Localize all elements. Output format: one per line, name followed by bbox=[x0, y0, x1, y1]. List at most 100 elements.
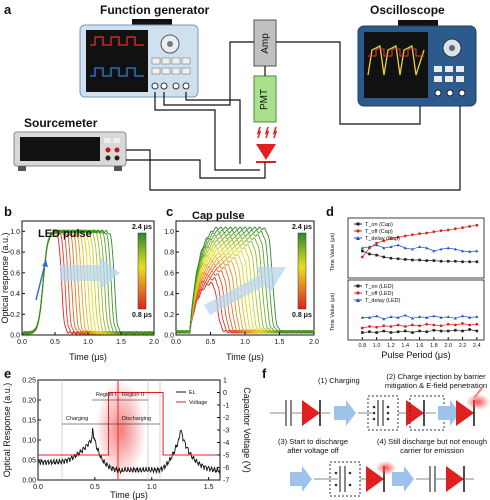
pmt-label: PMT bbox=[259, 88, 271, 110]
chart-e-emission-glow bbox=[96, 380, 146, 480]
chart-d-top-series bbox=[360, 223, 479, 264]
oscilloscope-label: Oscilloscope bbox=[370, 3, 445, 17]
chart-b-arrow bbox=[60, 257, 120, 289]
x-tick-label: 1.5 bbox=[116, 339, 126, 346]
step-2-circuit bbox=[358, 395, 445, 431]
setup-diagram bbox=[13, 19, 477, 191]
data-point bbox=[454, 328, 457, 332]
chart-b-xlabel: Time (μs) bbox=[69, 352, 107, 362]
y2-tick-label: -3 bbox=[223, 428, 229, 435]
data-point bbox=[367, 315, 371, 319]
chart-d-bottom-frame bbox=[347, 279, 485, 341]
data-point bbox=[396, 323, 400, 327]
data-point bbox=[375, 241, 379, 245]
step-2-label: (2) Charge injection by barrier mitigati… bbox=[384, 372, 488, 390]
data-point bbox=[403, 246, 407, 250]
data-point bbox=[382, 329, 386, 333]
chart-c-cb-bottom: 0.8 μs bbox=[292, 312, 312, 319]
data-point bbox=[425, 231, 429, 235]
chart-c-xlabel: Time (μs) bbox=[226, 352, 264, 362]
data-point bbox=[468, 323, 472, 327]
y2-tick-label: -6 bbox=[223, 465, 229, 472]
sourcemeter-device bbox=[13, 131, 127, 171]
data-point bbox=[432, 230, 436, 234]
data-point bbox=[375, 331, 378, 334]
chart-b-cb-bottom: 0.8 μs bbox=[132, 312, 152, 319]
el-line bbox=[37, 427, 221, 475]
x-tick-label: 1.4 bbox=[401, 343, 409, 349]
chart-d-ylabel-top: Time Value (μs) bbox=[330, 233, 336, 271]
y-tick-label: 0.25 bbox=[22, 378, 36, 385]
chart-b-colorbar bbox=[137, 232, 147, 310]
x-tick-label: 1.6 bbox=[416, 343, 424, 349]
data-point bbox=[375, 253, 378, 257]
y-tick-label: 0.6 bbox=[10, 270, 20, 277]
x-tick-label: 1.5 bbox=[275, 339, 285, 346]
chart-c-xticks: 0.0 0.5 1.0 1.5 2.0 bbox=[171, 332, 319, 346]
data-point bbox=[389, 256, 393, 260]
data-point bbox=[453, 227, 457, 231]
data-point bbox=[396, 257, 400, 261]
data-point bbox=[432, 314, 436, 318]
data-point bbox=[468, 315, 472, 319]
legend-ton-led: T_on (LED) bbox=[365, 284, 394, 290]
x-tick-label: 0.5 bbox=[50, 339, 60, 346]
function-generator-device bbox=[79, 19, 199, 98]
data-point bbox=[418, 232, 421, 235]
x-tick-label: 1.0 bbox=[83, 339, 93, 346]
data-point bbox=[403, 234, 407, 238]
data-point bbox=[403, 313, 407, 317]
chart-d-ylabel-bottom: Time Value (μs) bbox=[330, 293, 336, 331]
amp-label: Amp bbox=[259, 32, 271, 54]
data-point bbox=[439, 315, 443, 319]
y2-tick-label: -7 bbox=[223, 478, 229, 485]
data-point bbox=[418, 258, 421, 262]
legend-tdelay-led: T_delay (LED) bbox=[365, 298, 401, 304]
y-tick-label: 0.00 bbox=[22, 478, 36, 485]
data-point bbox=[432, 259, 436, 262]
data-point bbox=[375, 314, 379, 318]
chart-b-yticks: 0.0 0.2 0.4 0.6 0.8 1.0 bbox=[10, 229, 25, 340]
legend-el: EL bbox=[189, 390, 196, 396]
data-point bbox=[432, 323, 436, 327]
chart-e-ylabel: Optical Response (a.u.) bbox=[2, 383, 12, 478]
panel-c-label: c bbox=[166, 204, 174, 219]
x-tick-label: 1.0 bbox=[240, 339, 250, 346]
data-point bbox=[446, 315, 450, 318]
data-point bbox=[411, 233, 414, 237]
data-point bbox=[446, 322, 450, 326]
chart-c-colorbar bbox=[297, 232, 307, 310]
x-tick-label: 0.5 bbox=[90, 484, 100, 491]
data-point bbox=[382, 317, 386, 321]
data-point bbox=[425, 322, 429, 326]
data-point bbox=[403, 258, 407, 261]
step-3-label: (3) Start to discharge after voltage off bbox=[277, 437, 349, 455]
data-point bbox=[382, 239, 386, 243]
chart-d-legend-top: T_on (Cap) T_off (Cap) T_delay (Cap) bbox=[354, 222, 400, 242]
x-tick-label: 1.0 bbox=[147, 484, 157, 491]
chart-c-title: Cap pulse bbox=[192, 210, 245, 222]
chart-e-yticks: 0.00 0.05 0.10 0.15 0.20 0.25 bbox=[22, 378, 41, 485]
y-tick-label: 1.0 bbox=[10, 229, 20, 236]
led-emitter-icon bbox=[256, 126, 278, 163]
data-point bbox=[461, 260, 464, 264]
data-point bbox=[368, 330, 371, 334]
chart-e-xlabel: Time (μs) bbox=[110, 490, 148, 500]
y-tick-label: 0.20 bbox=[22, 398, 36, 405]
x-tick-label: 2.0 bbox=[444, 343, 452, 349]
y-tick-label: 0.6 bbox=[164, 270, 174, 277]
data-point bbox=[439, 324, 443, 328]
data-point bbox=[367, 245, 371, 248]
data-point bbox=[411, 323, 414, 327]
y-tick-label: 0.4 bbox=[164, 291, 174, 298]
data-point bbox=[360, 326, 364, 330]
data-point bbox=[439, 229, 443, 232]
panel-e-label: e bbox=[4, 366, 12, 381]
region-1-label: Region I bbox=[96, 392, 117, 398]
chart-b-rise-arrow bbox=[35, 259, 47, 301]
legend-ton-cap: T_on (Cap) bbox=[365, 222, 393, 228]
function-generator-label: Function generator bbox=[100, 3, 210, 17]
region-2-label: Region II bbox=[122, 392, 144, 398]
data-point bbox=[389, 315, 393, 318]
discharging-label: Discharging bbox=[122, 416, 151, 422]
